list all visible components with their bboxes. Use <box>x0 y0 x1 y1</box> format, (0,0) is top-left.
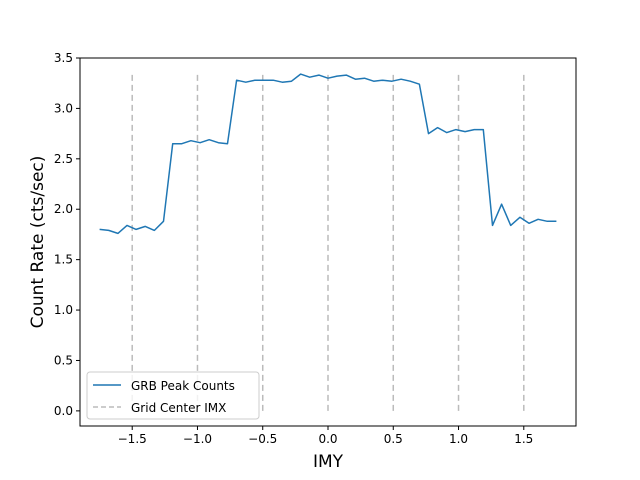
x-axis-label: IMY <box>313 452 344 472</box>
x-tick-label: 0.0 <box>318 432 337 446</box>
series-line-grb-peak-counts <box>99 73 557 235</box>
legend-label-grb-peak-counts: GRB Peak Counts <box>131 379 235 393</box>
y-tick-label: 3.5 <box>54 51 73 65</box>
x-tick-label: 1.0 <box>449 432 468 446</box>
legend-box <box>86 371 260 420</box>
grid-center-lines <box>131 73 525 411</box>
y-tick-label: 0.5 <box>54 353 73 367</box>
series-layer <box>99 73 557 235</box>
y-tick-label: 1.5 <box>54 253 73 267</box>
y-axis-label: Count Rate (cts/sec) <box>28 156 48 329</box>
x-tick-label: 0.5 <box>384 432 403 446</box>
x-tick-label: −1.5 <box>118 432 147 446</box>
y-tick-label: 2.5 <box>54 152 73 166</box>
x-tick-label: 1.5 <box>514 432 533 446</box>
x-axis-ticks: −1.5 −1.0 −0.5 0.0 0.5 1.0 1.5 <box>118 426 533 446</box>
legend: GRB Peak Counts Grid Center IMX <box>86 371 260 420</box>
y-tick-label: 0.0 <box>54 404 73 418</box>
y-axis-ticks: 0.0 0.5 1.0 1.5 2.0 2.5 3.0 3.5 <box>54 51 80 418</box>
y-tick-label: 2.0 <box>54 202 73 216</box>
legend-label-grid-center-imx: Grid Center IMX <box>131 401 226 415</box>
x-tick-label: −0.5 <box>248 432 277 446</box>
x-tick-label: −1.0 <box>183 432 212 446</box>
y-tick-label: 1.0 <box>54 303 73 317</box>
y-tick-label: 3.0 <box>54 101 73 115</box>
